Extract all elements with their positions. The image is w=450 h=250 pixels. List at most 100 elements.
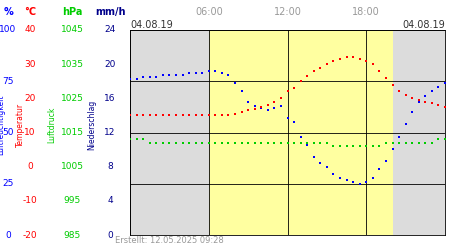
- Point: [277, 141, 284, 145]
- Text: 20: 20: [104, 60, 116, 69]
- Text: 18:00: 18:00: [352, 7, 380, 17]
- Point: [271, 106, 278, 110]
- Text: 995: 995: [63, 196, 81, 205]
- Point: [159, 141, 166, 145]
- Text: Luftfeuchtigkeit: Luftfeuchtigkeit: [0, 95, 5, 155]
- Point: [356, 57, 363, 61]
- Point: [258, 141, 265, 145]
- Point: [343, 178, 350, 182]
- Point: [356, 144, 363, 148]
- Text: Erstellt: 12.05.2025 09:28: Erstellt: 12.05.2025 09:28: [115, 236, 224, 245]
- Text: 4: 4: [107, 196, 113, 205]
- Text: 1015: 1015: [60, 128, 84, 137]
- Point: [146, 75, 153, 79]
- Text: 25: 25: [2, 179, 13, 188]
- Point: [396, 141, 403, 145]
- Point: [179, 141, 186, 145]
- Point: [126, 114, 134, 117]
- Text: 100: 100: [0, 26, 17, 35]
- Point: [409, 110, 416, 114]
- Point: [363, 144, 370, 148]
- Point: [146, 114, 153, 117]
- Text: 1035: 1035: [60, 60, 84, 69]
- Point: [205, 114, 212, 117]
- Text: 30: 30: [24, 60, 36, 69]
- Point: [435, 86, 442, 89]
- Point: [323, 165, 330, 169]
- Text: mm/h: mm/h: [95, 7, 125, 17]
- Point: [146, 141, 153, 145]
- Point: [198, 141, 206, 145]
- Point: [179, 73, 186, 77]
- Point: [409, 141, 416, 145]
- Text: 04.08.19: 04.08.19: [130, 20, 173, 30]
- Point: [396, 134, 403, 138]
- Point: [415, 98, 423, 102]
- Point: [310, 155, 317, 159]
- Point: [402, 141, 409, 145]
- Point: [244, 141, 252, 145]
- Point: [159, 73, 166, 77]
- Point: [382, 76, 390, 80]
- Point: [297, 134, 304, 138]
- Point: [350, 180, 357, 184]
- Point: [337, 144, 344, 148]
- Point: [126, 137, 134, 141]
- Text: 0: 0: [27, 162, 33, 171]
- Point: [153, 114, 160, 117]
- Text: 40: 40: [24, 26, 36, 35]
- Point: [363, 180, 370, 184]
- Point: [258, 106, 265, 110]
- Point: [264, 103, 271, 107]
- Text: 24: 24: [104, 26, 116, 35]
- Point: [441, 81, 449, 85]
- Text: %: %: [3, 7, 13, 17]
- Point: [284, 90, 291, 94]
- Point: [212, 141, 219, 145]
- Text: Luftdruck: Luftdruck: [48, 107, 57, 143]
- Point: [363, 59, 370, 63]
- Point: [350, 144, 357, 148]
- Point: [166, 141, 173, 145]
- Point: [369, 62, 376, 66]
- Point: [244, 100, 252, 104]
- Text: 8: 8: [107, 162, 113, 171]
- Text: 1045: 1045: [61, 26, 83, 35]
- Point: [251, 104, 258, 108]
- Text: 50: 50: [2, 128, 14, 137]
- Point: [337, 176, 344, 180]
- Point: [251, 106, 258, 110]
- Point: [277, 104, 284, 108]
- Text: 06:00: 06:00: [195, 7, 223, 17]
- Point: [422, 94, 429, 98]
- Point: [402, 93, 409, 97]
- Point: [317, 161, 324, 165]
- Text: 1025: 1025: [61, 94, 83, 103]
- Text: Niederschlag: Niederschlag: [87, 100, 96, 150]
- Point: [251, 141, 258, 145]
- Point: [166, 73, 173, 77]
- Point: [376, 168, 383, 172]
- Point: [218, 141, 225, 145]
- Text: 16: 16: [104, 94, 116, 103]
- Point: [133, 114, 140, 117]
- Point: [396, 90, 403, 94]
- Text: 20: 20: [24, 94, 36, 103]
- Point: [304, 74, 311, 78]
- Point: [238, 141, 245, 145]
- Point: [140, 114, 147, 117]
- Point: [231, 81, 239, 85]
- Point: [271, 141, 278, 145]
- Point: [376, 144, 383, 148]
- Point: [179, 114, 186, 117]
- Point: [231, 141, 239, 145]
- Point: [258, 105, 265, 109]
- Point: [212, 69, 219, 73]
- Point: [271, 100, 278, 104]
- Point: [231, 112, 239, 116]
- Point: [369, 144, 376, 148]
- Point: [185, 114, 193, 117]
- Point: [428, 141, 436, 145]
- Point: [212, 114, 219, 117]
- Point: [415, 141, 423, 145]
